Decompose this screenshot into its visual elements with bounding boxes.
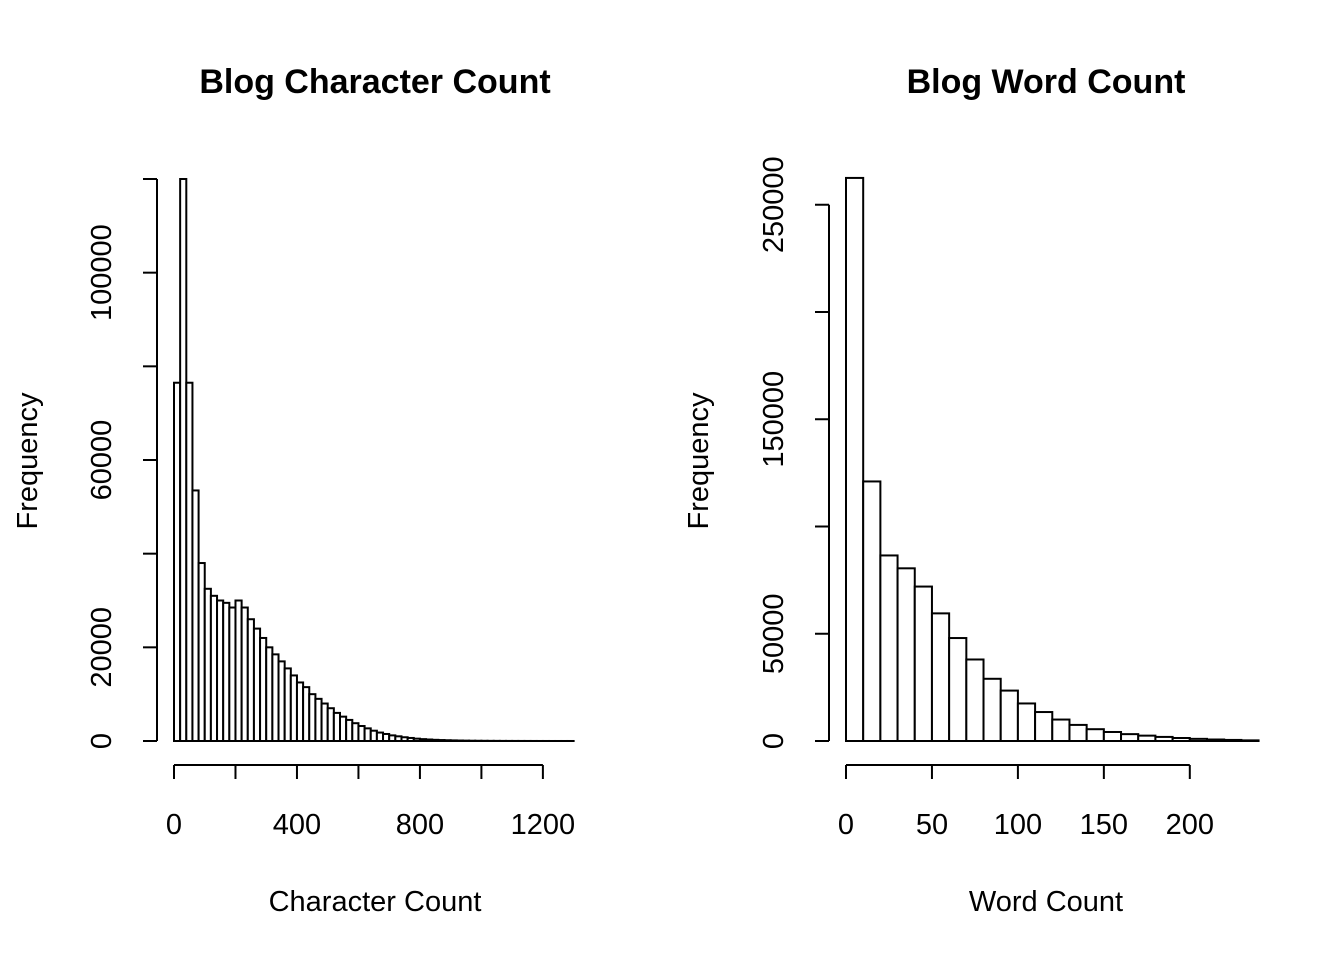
panel-character-count: Blog Character Count Character Count Fre… <box>12 63 575 918</box>
y-tick-label: 0 <box>86 733 118 749</box>
y-tick-label: 100000 <box>86 224 118 321</box>
x-tick-label: 100 <box>994 809 1042 841</box>
y-tick-label: 150000 <box>758 371 790 468</box>
histogram-bar <box>1154 735 1174 742</box>
x-tick-label: 150 <box>1080 809 1128 841</box>
x-axis-label: Word Count <box>969 886 1123 918</box>
histogram-bar <box>1137 734 1157 743</box>
histogram-bar <box>1051 718 1071 742</box>
histogram-bar <box>913 585 933 742</box>
histogram-bar <box>1120 733 1140 743</box>
y-tick-label: 0 <box>758 733 790 749</box>
chart-title: Blog Character Count <box>199 63 550 101</box>
bars-word-count <box>845 176 1260 743</box>
y-axis-character-count: 0 20000 60000 100000 <box>86 178 158 749</box>
panel-word-count: Blog Word Count Word Count Frequency 0 50… <box>683 63 1260 918</box>
x-tick-label: 0 <box>166 809 182 841</box>
y-axis-label: Frequency <box>12 392 44 530</box>
chart-title: Blog Word Count <box>907 63 1186 101</box>
x-tick-label: 200 <box>1166 809 1214 841</box>
histogram-bar <box>862 480 882 742</box>
x-tick-label: 50 <box>916 809 948 841</box>
y-axis-word-count: 0 50000 150000 250000 <box>758 156 830 749</box>
histogram-bar <box>930 612 951 742</box>
histogram-bar <box>1034 711 1054 742</box>
y-tick-label: 50000 <box>758 593 790 674</box>
histogram-bar <box>948 637 968 742</box>
y-tick-label: 60000 <box>86 420 118 501</box>
x-tick-label: 0 <box>838 809 854 841</box>
histogram-bar <box>1171 737 1191 742</box>
x-axis-word-count: 0 50 100 150 200 <box>838 764 1214 841</box>
histogram-bar <box>1085 728 1105 743</box>
x-axis-label: Character Count <box>269 886 482 918</box>
histogram-bar <box>1223 738 1243 742</box>
histogram-bar <box>1102 730 1123 742</box>
histogram-bar <box>965 658 985 742</box>
histogram-bar <box>896 567 916 742</box>
histogram-bar <box>1068 723 1088 742</box>
y-tick-label: 250000 <box>758 156 790 253</box>
histogram-bar <box>1205 738 1226 742</box>
x-tick-label: 1200 <box>511 809 576 841</box>
histogram-bar <box>982 677 1002 742</box>
histogram-bar <box>1188 737 1208 742</box>
histogram-bar <box>999 689 1019 743</box>
bars-character-count <box>173 178 575 743</box>
x-tick-label: 400 <box>273 809 321 841</box>
histogram-bar <box>879 554 899 743</box>
x-tick-label: 800 <box>396 809 444 841</box>
histogram-bar <box>1016 702 1037 743</box>
histogram-bar <box>845 176 865 742</box>
x-axis-character-count: 0 400 800 1200 <box>166 764 576 841</box>
y-tick-label: 20000 <box>86 607 118 688</box>
histogram-bar <box>1240 739 1260 742</box>
y-axis-label: Frequency <box>683 392 715 530</box>
